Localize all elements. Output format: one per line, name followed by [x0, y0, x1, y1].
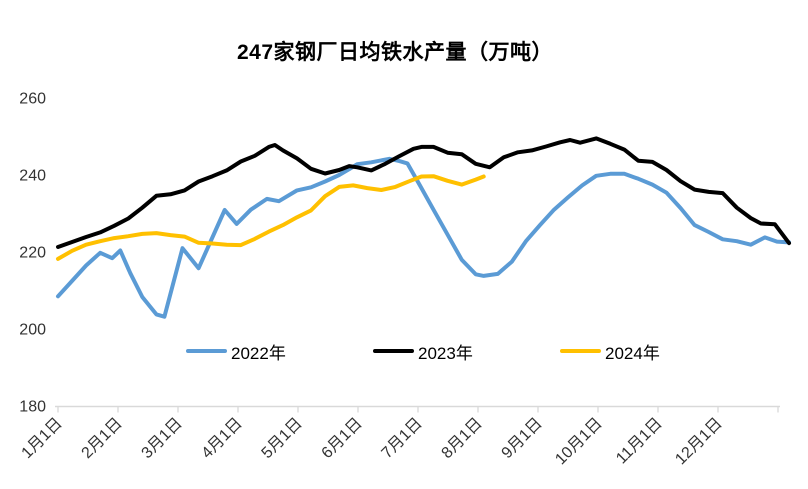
series-line-2023年: [56, 136, 791, 249]
legend-swatch-2023: [373, 348, 414, 354]
x-axis-label: 10月1日: [552, 415, 606, 469]
y-axis-label: 260: [19, 91, 46, 108]
x-axis-label: 11月1日: [613, 415, 666, 468]
legend-swatch-2022: [186, 348, 227, 354]
legend-item-2024: 2024年: [560, 341, 660, 363]
x-axis-label: 3月1日: [139, 415, 186, 462]
x-axis-label: 1月1日: [19, 415, 66, 462]
x-axis-label: 4月1日: [199, 415, 246, 462]
y-axis-label: 220: [19, 245, 46, 262]
x-axis-label: 6月1日: [319, 415, 366, 462]
legend-swatch-2024: [560, 348, 601, 354]
series-line-2024年: [56, 174, 486, 261]
legend-item-2023: 2023年: [373, 341, 473, 363]
chart-title: 247家钢厂日均铁水产量（万吨）: [236, 41, 554, 64]
x-axis-label: 2月1日: [79, 415, 126, 462]
x-axis-label: 9月1日: [499, 415, 546, 462]
y-axis-label: 200: [19, 322, 46, 339]
series-line-2022年: [56, 156, 791, 319]
x-axis-label: 12月1日: [672, 415, 726, 469]
legend-item-2022: 2022年: [186, 341, 286, 363]
legend-label-2023: 2023年: [418, 343, 473, 363]
x-axis-label: 8月1日: [439, 415, 486, 462]
x-axis-label: 5月1日: [259, 415, 306, 462]
y-axis-label: 240: [19, 168, 46, 185]
legend-label-2022: 2022年: [231, 343, 286, 363]
x-axis-label: 7月1日: [379, 415, 426, 462]
y-axis-label: 180: [19, 399, 46, 416]
legend-label-2024: 2024年: [605, 343, 660, 363]
